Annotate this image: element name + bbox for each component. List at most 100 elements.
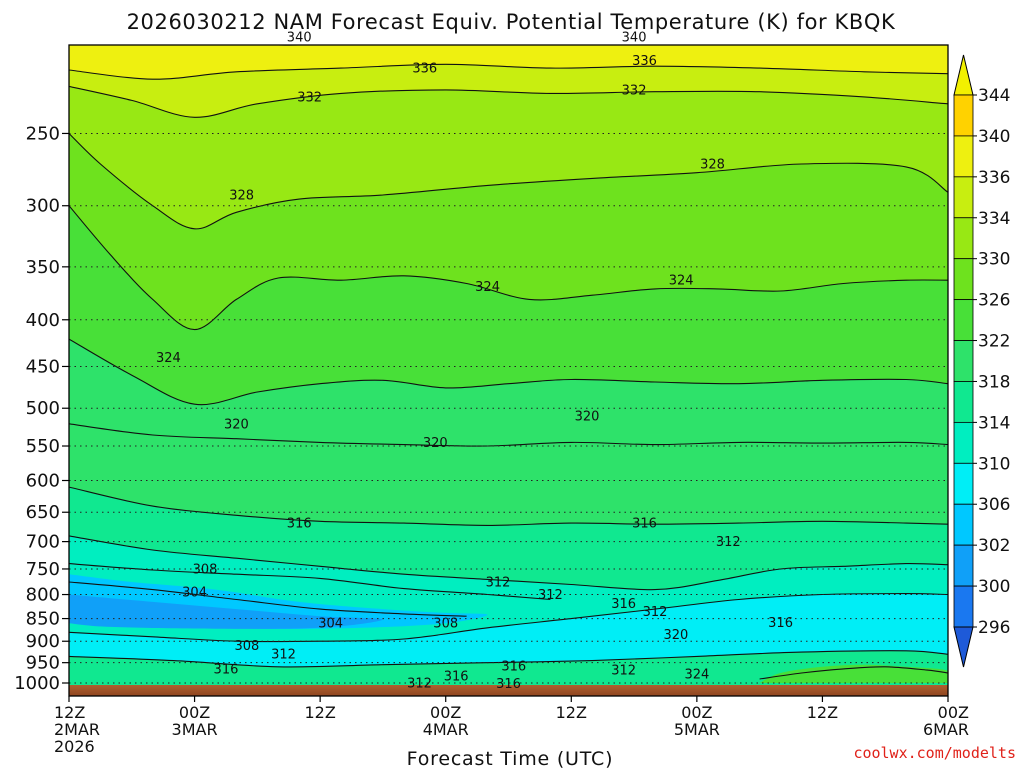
- y-axis: 2503003504004505005506006507007508008509…: [14, 123, 69, 694]
- contour-336: [69, 63, 948, 80]
- ground-surface: [69, 685, 948, 696]
- colorbar-swatch: [953, 462, 974, 505]
- x-tick-label: 00Z: [681, 703, 712, 722]
- contour-label: 336: [412, 62, 437, 77]
- colorbar-swatch: [953, 299, 974, 341]
- y-tick-label: 350: [26, 257, 60, 278]
- colorbar-label: 336: [978, 168, 1010, 188]
- contour-label: 324: [475, 280, 500, 295]
- gridlines: [69, 132, 948, 684]
- contour-label: 312: [538, 588, 563, 603]
- y-tick-label: 950: [26, 653, 60, 674]
- contour-label: 316: [496, 677, 521, 692]
- contour-label: 332: [297, 90, 322, 105]
- contour-label: 304: [182, 586, 207, 601]
- theta-e-band: [69, 64, 948, 118]
- contour-label: 312: [407, 677, 432, 692]
- contour-332: [69, 85, 948, 118]
- contour-320: [69, 338, 948, 406]
- colorbar-top-arrow: [953, 54, 974, 96]
- x-tick-label: 00Z: [179, 703, 210, 722]
- x-tick-label: 00Z: [430, 703, 461, 722]
- y-tick-label: 550: [26, 436, 60, 457]
- colorbar-label: 334: [978, 209, 1010, 229]
- theta-e-band: [69, 205, 948, 405]
- y-tick-label: 600: [26, 471, 60, 492]
- contour-label: 328: [700, 157, 725, 172]
- x-tick-label: 4MAR: [423, 720, 469, 739]
- contour-label: 340: [622, 30, 647, 45]
- colorbar: 344 340 336 334 330 326 322 318 314 310 306 302 300 2…: [953, 54, 1010, 668]
- contour-label: 316: [444, 670, 469, 685]
- contour-label: 332: [622, 83, 647, 98]
- contour-label: 324: [669, 274, 694, 289]
- chart-title: 2026030212 NAM Forecast Equiv. Potential…: [127, 10, 896, 34]
- contour-label: 328: [229, 189, 254, 204]
- y-tick-label: 300: [26, 196, 60, 217]
- contour-label: 316: [501, 659, 526, 674]
- colorbar-swatch: [953, 135, 974, 178]
- contour-label: 312: [716, 535, 741, 550]
- y-tick-label: 850: [26, 609, 60, 630]
- theta-e-band: [69, 45, 948, 80]
- y-tick-label: 450: [26, 356, 60, 377]
- contour-label: 316: [632, 517, 657, 532]
- contour-304: [69, 581, 467, 617]
- colorbar-swatch: [953, 340, 974, 382]
- colorbar-swatch: [953, 176, 974, 219]
- contour-324: [759, 666, 948, 680]
- colorbar-swatch: [953, 503, 974, 546]
- contour-312: [69, 535, 948, 591]
- y-tick-label: 900: [26, 631, 60, 652]
- y-tick-label: 700: [26, 532, 60, 553]
- colorbar-label: 306: [978, 495, 1010, 515]
- theta-e-band: [69, 593, 948, 667]
- theta-e-band: [69, 339, 948, 447]
- credit-link[interactable]: coolwx.com/modelts: [853, 744, 1016, 762]
- x-tick-label: 12Z: [556, 703, 587, 722]
- contour-label: 320: [575, 410, 600, 425]
- y-tick-label: 800: [26, 585, 60, 606]
- y-tick-label: 650: [26, 502, 60, 523]
- x-tick-label: 12Z: [304, 703, 335, 722]
- colorbar-label: 300: [978, 577, 1010, 597]
- x-tick-label: 12Z: [807, 703, 838, 722]
- contour-label: 316: [287, 517, 312, 532]
- colorbar-label: 314: [978, 413, 1010, 433]
- contour-label: 316: [611, 597, 636, 612]
- colorbar-bottom-arrow: [953, 626, 974, 668]
- x-tick-label: 2MAR: [54, 720, 100, 739]
- colorbar-swatch: [953, 381, 974, 423]
- colorbar-swatch: [953, 217, 974, 260]
- colorbar-label: 310: [978, 454, 1010, 474]
- contour-label: 308: [193, 562, 218, 577]
- x-tick-label: 5MAR: [674, 720, 720, 739]
- contour-label: 312: [611, 664, 636, 679]
- theta-e-band: [69, 86, 948, 229]
- contour-label: 312: [486, 575, 511, 590]
- theta-e-band: [69, 133, 948, 330]
- contour-label: 308: [433, 617, 458, 632]
- x-tick-label: 2026: [54, 737, 95, 756]
- x-tick-label: 3MAR: [172, 720, 218, 739]
- contour-label: 304: [318, 617, 343, 632]
- colorbar-label: 330: [978, 250, 1010, 270]
- theta-e-band: [69, 650, 948, 696]
- contour-label: 312: [271, 648, 296, 663]
- colorbar-label: 318: [978, 372, 1010, 392]
- contour-labels: 340 340 336 336 332 332 328 328 324 324 324 320 320 3…: [156, 30, 793, 691]
- x-tick-label: 12Z: [54, 703, 85, 722]
- theta-e-band: [69, 423, 948, 526]
- colorbar-swatch: [953, 258, 974, 301]
- contour-label: 320: [664, 628, 689, 643]
- contour-label: 324: [156, 351, 181, 366]
- contour-308: [69, 593, 948, 643]
- colorbar-swatch: [953, 585, 974, 628]
- colorbar-label: 322: [978, 332, 1010, 352]
- x-tick-label: 6MAR: [923, 720, 969, 739]
- contour-328: [69, 133, 948, 230]
- colorbar-label: 340: [978, 127, 1010, 147]
- y-tick-label: 1000: [14, 673, 60, 694]
